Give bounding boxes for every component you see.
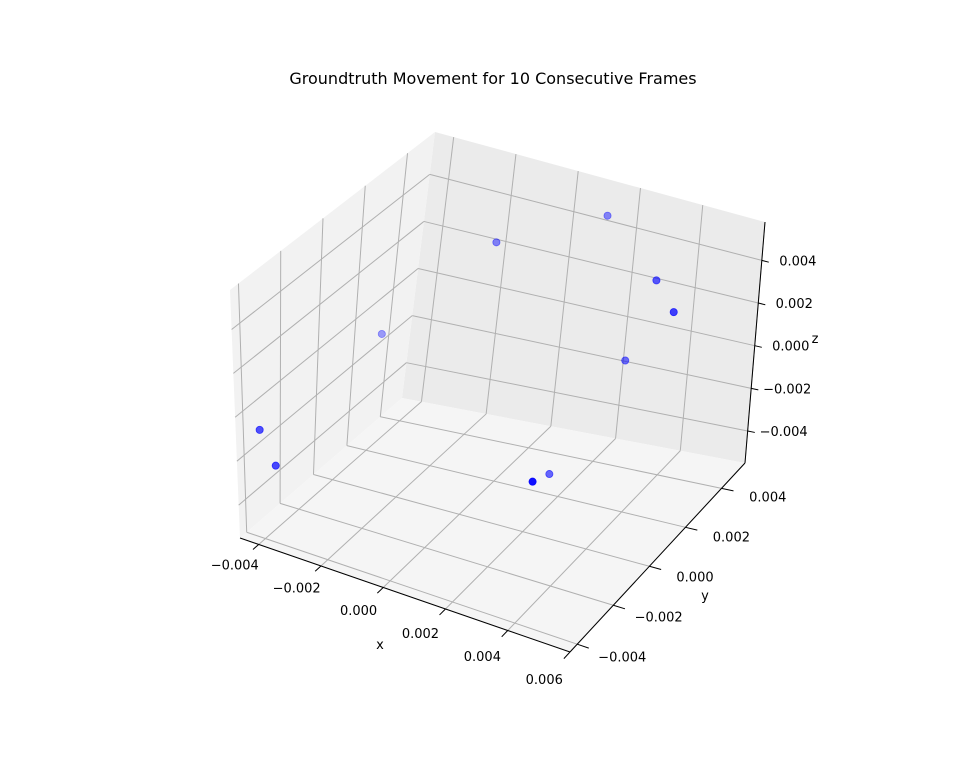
x-axis-label: x: [376, 638, 384, 653]
z-grid-back: [406, 362, 748, 432]
z-grid-back: [423, 220, 759, 304]
x-tick-mark: [376, 587, 384, 594]
y-tick-label: 0.004: [749, 490, 786, 505]
floor-pane: [240, 398, 745, 652]
x-tick-mark: [501, 630, 509, 638]
y-tick-mark: [685, 526, 698, 531]
x-grid-back: [550, 171, 579, 427]
z-grid-left: [234, 268, 419, 418]
z-grid-left: [236, 315, 413, 462]
y-grid-left: [312, 218, 324, 475]
y-tick-mark: [613, 604, 626, 610]
x-grid-back: [420, 137, 455, 402]
y-tick-label: 0.002: [713, 530, 750, 545]
y-tick-mark: [577, 643, 589, 649]
data-point: [377, 329, 386, 338]
y-grid-floor: [380, 416, 722, 489]
z-axis-line: [744, 221, 766, 464]
data-point: [669, 308, 678, 317]
grid-lines: [231, 137, 766, 653]
y-grid-left: [346, 185, 366, 446]
axes: [239, 221, 769, 659]
data-points: [255, 211, 678, 486]
data-point: [652, 276, 661, 285]
y-grid-floor: [313, 474, 650, 567]
x-tick-label: 0.004: [464, 650, 501, 665]
x-tick-mark: [439, 608, 446, 616]
y-tick-mark: [721, 487, 734, 492]
x-grid-floor: [258, 401, 422, 545]
data-point: [621, 356, 630, 365]
z-grid-back: [412, 315, 752, 389]
z-axis-label: z: [812, 332, 819, 347]
z-tick-mark: [761, 259, 769, 263]
z-grid-left: [233, 221, 425, 374]
y-grid-floor: [279, 502, 614, 606]
x-grid-floor: [320, 413, 487, 567]
x-grid-back: [485, 154, 517, 415]
data-point: [255, 425, 264, 434]
z-tick-label: −0.004: [760, 425, 808, 440]
z-grid-back: [429, 173, 762, 261]
data-point: [603, 211, 612, 220]
z-tick-label: 0.002: [776, 297, 813, 312]
x-tick-label: 0.000: [340, 604, 377, 619]
y-tick-label: 0.000: [676, 571, 713, 586]
y-grid-left: [279, 250, 282, 504]
chart-title: Groundtruth Movement for 10 Consecutive …: [289, 69, 696, 88]
x-grid-floor: [382, 425, 552, 588]
z-tick-mark: [754, 345, 762, 348]
z-grid-left: [231, 173, 431, 330]
x-grid-back: [615, 187, 641, 439]
x-tick-label: 0.002: [402, 627, 439, 642]
y-axis-line: [569, 462, 746, 653]
data-point: [528, 477, 537, 486]
x-tick-mark: [252, 544, 260, 550]
x-tick-mark: [314, 565, 322, 572]
z-tick-label: −0.002: [763, 382, 811, 397]
y-grid-floor: [246, 531, 578, 645]
y-grid-left: [379, 153, 409, 417]
y-tick-label: −0.002: [635, 611, 683, 626]
x-tick-mark: [563, 651, 571, 659]
x-tick-label: −0.002: [273, 581, 321, 596]
tick-labels: −0.004 −0.002 0.000 0.002 0.004 0.006 −0.004 −0…: [211, 254, 817, 687]
z-grid-left: [238, 362, 407, 506]
z-tick-mark: [747, 430, 755, 433]
z-tick-label: 0.000: [772, 340, 809, 355]
x-grid-floor: [507, 450, 681, 631]
y-axis-label: y: [701, 589, 709, 604]
data-point: [545, 470, 554, 479]
data-point: [271, 461, 280, 470]
z-tick-mark: [758, 302, 766, 306]
x-tick-label: −0.004: [211, 558, 259, 573]
x-axis-line: [239, 537, 571, 653]
y-tick-label: −0.004: [598, 651, 646, 666]
y-grid-left: [237, 283, 248, 533]
left-pane: [230, 132, 435, 538]
z-grid-back: [417, 268, 755, 347]
x-grid-back: [679, 204, 704, 451]
data-point: [492, 238, 501, 247]
y-tick-mark: [649, 565, 662, 570]
z-tick-label: 0.004: [779, 254, 816, 269]
y-grid-floor: [346, 445, 686, 528]
x-tick-label: 0.006: [526, 673, 563, 688]
z-tick-mark: [751, 387, 759, 391]
x-grid-floor: [445, 438, 616, 610]
